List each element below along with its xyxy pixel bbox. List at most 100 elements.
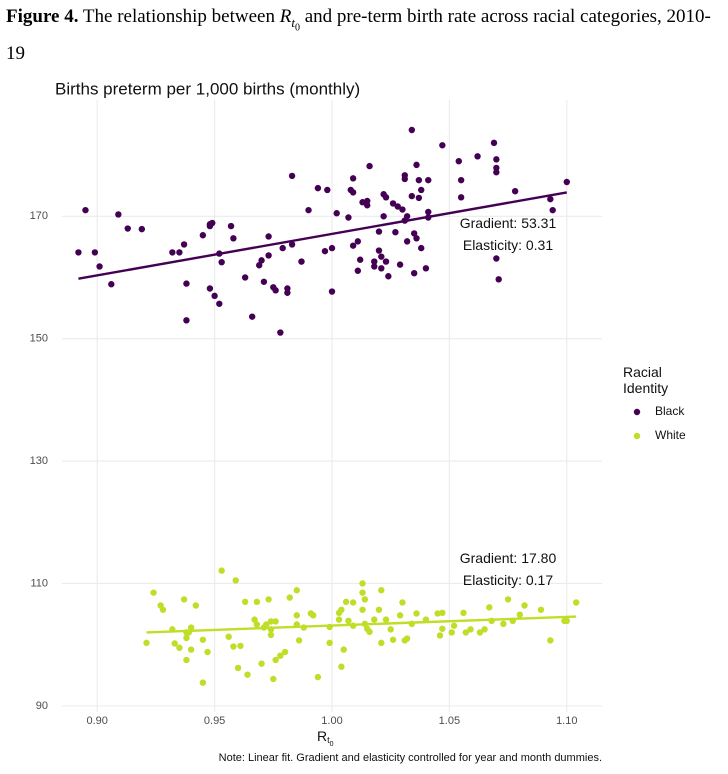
y-tick-label: 110 <box>30 577 48 589</box>
point <box>439 625 446 632</box>
point <box>180 596 188 603</box>
point <box>286 594 293 601</box>
point <box>338 663 345 670</box>
point <box>349 242 357 249</box>
point <box>547 195 554 203</box>
point <box>230 643 237 650</box>
legend-marker <box>633 432 641 440</box>
point <box>436 632 444 639</box>
point <box>272 656 279 664</box>
point <box>359 589 366 596</box>
point <box>345 214 352 221</box>
point <box>295 637 303 644</box>
point <box>392 228 399 236</box>
point <box>403 635 411 642</box>
point <box>340 646 347 653</box>
point <box>314 184 322 192</box>
point <box>354 267 362 274</box>
point <box>425 208 432 216</box>
point <box>75 249 82 256</box>
grid <box>62 100 602 712</box>
fit-line <box>146 615 577 634</box>
y-tick-label: 150 <box>30 333 48 345</box>
point <box>192 602 200 609</box>
point <box>211 292 218 300</box>
point <box>241 274 249 281</box>
point <box>422 265 430 272</box>
point <box>415 176 423 184</box>
point <box>375 606 383 613</box>
point <box>408 126 416 134</box>
point <box>408 192 416 200</box>
point <box>124 225 131 232</box>
point <box>375 247 383 254</box>
point <box>549 206 556 214</box>
point <box>143 639 150 647</box>
point <box>366 628 373 636</box>
point <box>82 206 89 214</box>
point <box>169 249 176 256</box>
legend-marker <box>633 408 641 416</box>
caption-text: and pre-term birth rate across racial ca… <box>6 6 711 65</box>
point <box>314 673 322 681</box>
point <box>324 186 331 194</box>
point <box>349 599 357 606</box>
point <box>183 634 190 642</box>
point <box>448 629 455 636</box>
point <box>150 589 157 596</box>
point <box>138 225 146 233</box>
point <box>335 616 343 623</box>
point <box>218 258 225 266</box>
point <box>403 238 411 245</box>
point <box>493 255 500 262</box>
point <box>486 604 493 611</box>
point <box>563 178 570 186</box>
point <box>277 652 284 659</box>
point <box>298 258 305 265</box>
series <box>75 126 570 336</box>
point <box>457 194 465 201</box>
point <box>371 258 378 265</box>
x-tick-label: 0.90 <box>87 715 108 727</box>
y-tick-label: 90 <box>36 700 48 712</box>
point <box>199 679 207 686</box>
point <box>265 252 272 259</box>
y-tick-label: 170 <box>30 210 48 222</box>
point <box>272 618 279 625</box>
annotation: Elasticity: 0.17 <box>463 572 553 588</box>
x-tick-label: 1.00 <box>321 715 342 727</box>
caption-subsubscript: 0 <box>294 22 300 34</box>
point <box>410 269 418 277</box>
point <box>474 153 481 160</box>
point <box>96 263 103 270</box>
point <box>328 244 336 252</box>
point <box>354 238 362 245</box>
point <box>481 626 488 633</box>
point <box>253 598 261 606</box>
point <box>418 244 425 252</box>
point <box>378 639 385 647</box>
point <box>425 176 432 184</box>
point <box>263 621 270 628</box>
point <box>260 278 268 285</box>
point <box>206 285 214 292</box>
point <box>439 609 446 617</box>
point <box>310 612 317 619</box>
point <box>382 616 390 623</box>
point <box>394 203 401 210</box>
series <box>143 567 580 686</box>
point <box>547 637 554 644</box>
point <box>258 257 265 264</box>
point <box>399 599 406 606</box>
fit-line <box>78 191 567 280</box>
point <box>511 187 519 195</box>
point <box>176 644 183 651</box>
point <box>378 265 385 272</box>
point <box>563 617 570 625</box>
point <box>227 222 235 230</box>
point <box>270 675 277 683</box>
note: Note: Linear fit. Gradient and elasticit… <box>219 752 602 764</box>
point <box>216 300 223 307</box>
